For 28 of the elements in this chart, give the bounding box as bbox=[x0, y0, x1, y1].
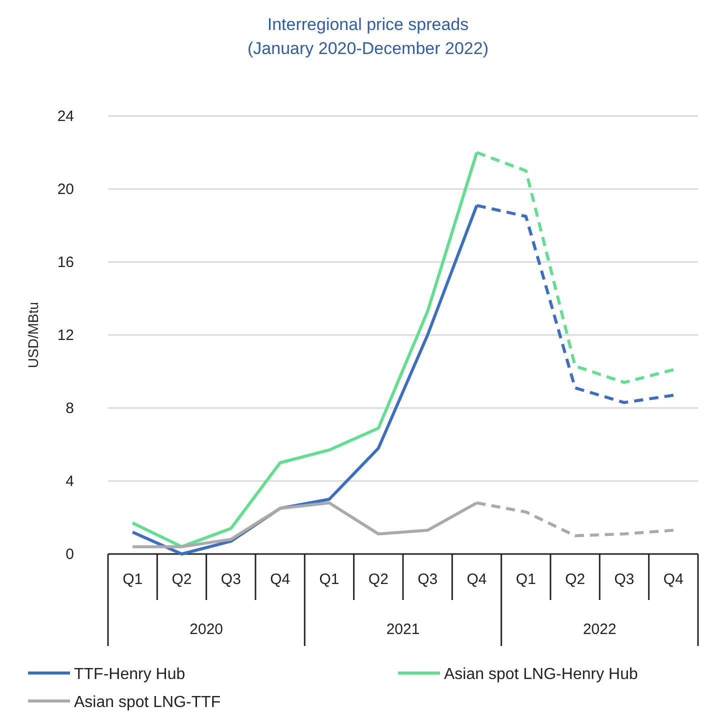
x-tick-label: Q4 bbox=[270, 571, 290, 588]
x-tick-label: Q2 bbox=[368, 571, 388, 588]
text: 2022 bbox=[582, 621, 616, 638]
x-tick-label: Q1 bbox=[122, 571, 143, 588]
y-tick-label: 16 bbox=[57, 254, 74, 271]
chart-title: Interregional price spreads bbox=[267, 15, 469, 34]
y-tick-label: 4 bbox=[66, 473, 74, 490]
x-tick-label: Q4 bbox=[466, 571, 487, 588]
x-tick-label: Q2 bbox=[172, 571, 192, 588]
y-tick-label: 12 bbox=[57, 327, 74, 344]
chart-subtitle: (January 2020-December 2022) bbox=[248, 39, 488, 58]
legend-label: Asian spot LNG-Henry Hub bbox=[444, 666, 638, 683]
x-tick-label: Q3 bbox=[220, 571, 241, 588]
text: 2021 bbox=[386, 621, 420, 638]
x-tick-label: Q2 bbox=[565, 571, 586, 588]
y-tick-label: 8 bbox=[66, 400, 74, 417]
x-tick-label: Q3 bbox=[418, 571, 438, 588]
y-tick-label: 20 bbox=[57, 181, 74, 198]
y-axis-title: USD/MBtu bbox=[25, 302, 41, 368]
legend-label: Asian spot LNG-TTF bbox=[74, 694, 221, 711]
legend-label: TTF-Henry Hub bbox=[74, 666, 186, 683]
x-tick-label: Q4 bbox=[663, 571, 684, 588]
text: 2020 bbox=[190, 621, 224, 638]
x-tick-label: Q3 bbox=[614, 571, 634, 588]
y-tick-label: 0 bbox=[66, 546, 74, 563]
x-tick-label: Q1 bbox=[319, 571, 340, 588]
x-tick-label: Q1 bbox=[516, 571, 536, 588]
y-tick-label: 24 bbox=[57, 108, 74, 125]
